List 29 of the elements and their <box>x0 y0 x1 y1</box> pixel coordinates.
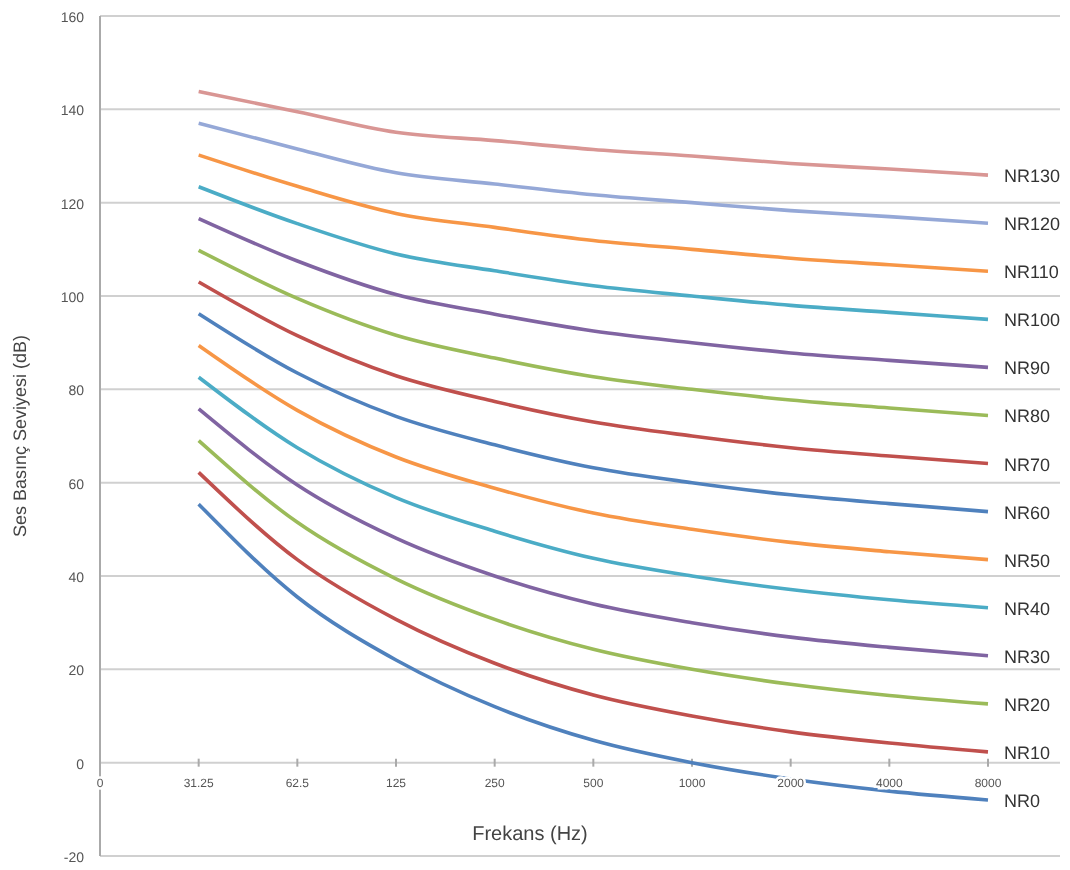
line-series <box>196 185 990 322</box>
line-series <box>196 438 990 706</box>
series-label: NR80 <box>1004 406 1051 427</box>
line-series <box>196 248 990 418</box>
line-series <box>196 121 990 225</box>
line-series <box>196 375 990 610</box>
line-series <box>196 216 990 370</box>
x-axis-title: Frekans (Hz) <box>472 824 588 846</box>
line-series <box>196 407 990 658</box>
series-label: NR130 <box>1004 166 1061 187</box>
series-label: NR70 <box>1004 454 1051 475</box>
series-label: NR100 <box>1004 310 1061 331</box>
series-label: NR90 <box>1004 358 1051 379</box>
line-series <box>196 343 990 562</box>
series-label: NR20 <box>1004 694 1051 715</box>
series-label: NR10 <box>1004 742 1051 763</box>
line-series <box>196 89 990 177</box>
series-label: NR60 <box>1004 502 1051 523</box>
line-series <box>196 470 990 754</box>
series-label: NR50 <box>1004 550 1051 571</box>
series-label: NR30 <box>1004 646 1051 667</box>
y-axis-title: Ses Basınç Seviyesi (dB) <box>10 334 30 538</box>
series-label: NR120 <box>1004 214 1061 235</box>
series-label: NR110 <box>1004 262 1059 283</box>
line-series <box>196 153 990 274</box>
line-series <box>196 311 990 514</box>
series-label: NR40 <box>1004 598 1051 619</box>
series-label: NR0 <box>1004 791 1041 811</box>
line-series <box>196 280 990 466</box>
